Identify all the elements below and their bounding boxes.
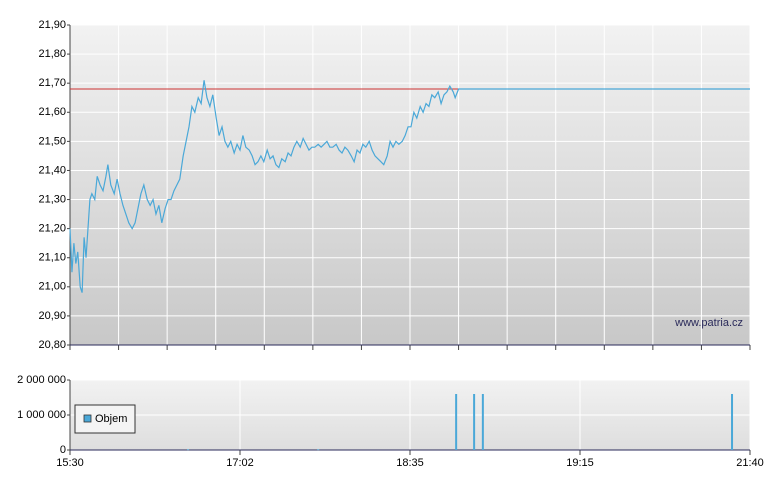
y-tick-label: 21,20 — [38, 223, 66, 235]
y-tick-label: 21,10 — [38, 252, 66, 264]
volume-bar — [317, 449, 320, 451]
y-tick-label: 21,70 — [38, 77, 66, 89]
y-tick-label: 0 — [60, 444, 66, 456]
legend-swatch — [83, 414, 92, 423]
volume-bar — [473, 394, 476, 450]
x-tick-label: 19:15 — [566, 457, 594, 469]
y-tick-label: 21,50 — [38, 135, 66, 147]
x-tick-label: 18:35 — [396, 457, 424, 469]
volume-bar — [187, 449, 190, 451]
volume-bar — [455, 394, 458, 450]
price-line — [69, 80, 750, 293]
y-tick-label: 1 000 000 — [17, 409, 66, 421]
watermark: www.patria.cz — [674, 317, 743, 329]
volume-bar — [731, 394, 734, 450]
y-tick-label: 21,40 — [38, 164, 66, 176]
x-tick-label: 21:40 — [736, 457, 764, 469]
volume-bar — [481, 394, 484, 450]
y-tick-label: 21,90 — [38, 19, 66, 31]
y-tick-label: 21,30 — [38, 193, 66, 205]
y-tick-label: 2 000 000 — [17, 374, 66, 386]
x-tick-label: 15:30 — [56, 457, 84, 469]
legend-label: Objem — [95, 413, 127, 425]
y-tick-label: 20,80 — [38, 339, 66, 351]
y-tick-label: 20,90 — [38, 310, 66, 322]
y-tick-label: 21,00 — [38, 281, 66, 293]
x-tick-label: 17:02 — [226, 457, 254, 469]
y-tick-label: 21,80 — [38, 48, 66, 60]
y-tick-label: 21,60 — [38, 106, 66, 118]
